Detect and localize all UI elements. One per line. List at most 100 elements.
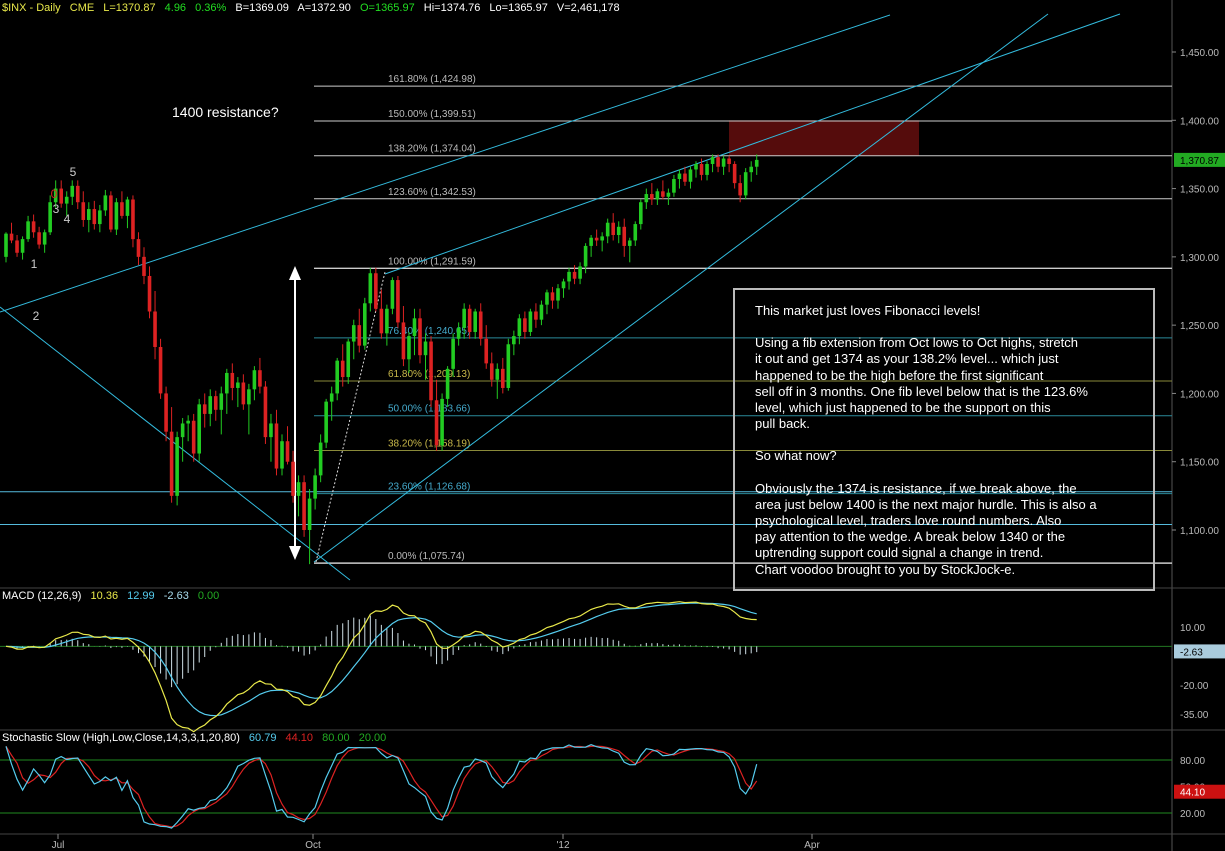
macd-last-marker xyxy=(1174,644,1225,659)
candle-body xyxy=(169,431,174,496)
candle-body xyxy=(385,308,389,334)
candle-body xyxy=(633,224,638,241)
fib-label: 76.40% (1,240.65) xyxy=(388,326,470,337)
candle-body xyxy=(456,327,461,339)
macd-y-tick-label: -35.00 xyxy=(1180,710,1209,721)
candle-body xyxy=(501,368,505,388)
candle-body xyxy=(754,159,759,167)
candle-body xyxy=(75,185,80,203)
candle-body xyxy=(307,498,312,530)
candle-body xyxy=(48,202,52,233)
candle-body xyxy=(523,318,527,332)
commentary-paragraph-1: This market just loves Fibonacci levels! xyxy=(755,303,981,318)
candle-body xyxy=(329,393,334,402)
candle-body xyxy=(313,475,317,499)
candle-body xyxy=(153,311,157,347)
candle-body xyxy=(269,423,273,438)
macd-y-tick-label: 10.00 xyxy=(1180,623,1205,634)
stoch-last-marker-label: 44.10 xyxy=(1180,788,1205,799)
candle-body xyxy=(539,304,544,320)
candle-body xyxy=(627,240,632,246)
candle-body xyxy=(578,266,582,279)
stoch-k-line xyxy=(5,744,758,829)
macd-y-tick-label: -20.00 xyxy=(1180,681,1209,692)
candle-body xyxy=(346,341,351,378)
candle-body xyxy=(136,239,141,257)
candle-body xyxy=(142,256,146,276)
exchange-label: CME xyxy=(69,2,95,14)
candle-body xyxy=(705,163,709,175)
candle-body xyxy=(489,363,494,380)
candle-body xyxy=(572,271,577,279)
fib-label: 123.60% (1,342.53) xyxy=(388,187,476,198)
fib-label: 38.20% (1,158.19) xyxy=(388,439,470,450)
candle-body xyxy=(318,442,323,476)
wave-label: 3 xyxy=(53,202,60,216)
volume-label: V=2,461,178 xyxy=(556,2,620,14)
wave-label: 4 xyxy=(64,212,71,226)
y-tick-label: 1,150.00 xyxy=(1180,458,1219,469)
fib-anchor-dashed-line xyxy=(315,271,386,563)
candle-body xyxy=(401,322,406,360)
macd-zero-value: 0.00 xyxy=(197,590,220,602)
candle-body xyxy=(407,336,411,360)
stoch-d-line xyxy=(5,745,758,828)
stoch-d-value: 44.10 xyxy=(285,732,314,744)
candle-body xyxy=(440,398,444,446)
resistance-zone xyxy=(729,120,919,156)
ask-label: A=1372.90 xyxy=(297,2,351,14)
candle-body xyxy=(716,157,720,167)
candle-body xyxy=(749,166,753,173)
wave-label: 5 xyxy=(70,165,77,179)
candle-body xyxy=(694,163,698,170)
candle-body xyxy=(661,191,665,197)
macd-signal-value: 12.99 xyxy=(127,590,155,602)
candle-body xyxy=(528,311,533,332)
candle-body xyxy=(605,222,610,237)
last-price-label: L=1370.87 xyxy=(103,2,156,14)
commentary-paragraph-2: Using a fib extension from Oct lows to O… xyxy=(755,335,1088,432)
candle-body xyxy=(20,239,25,253)
candle-body xyxy=(92,209,97,225)
candle-body xyxy=(374,273,378,309)
candle-body xyxy=(550,292,555,301)
open-label: O=1365.97 xyxy=(359,2,415,14)
x-tick-label: Oct xyxy=(305,840,321,851)
candle-body xyxy=(655,191,660,200)
wave-label: 0 xyxy=(51,187,58,201)
candle-body xyxy=(9,233,14,241)
candle-body xyxy=(59,188,63,204)
candle-body xyxy=(556,288,560,301)
x-tick-label: Jul xyxy=(52,840,65,851)
candle-body xyxy=(87,209,91,220)
macd-title: MACD (12,26,9) xyxy=(2,590,82,602)
trendline xyxy=(0,14,891,313)
y-tick-label: 1,450.00 xyxy=(1180,48,1219,59)
candle-body xyxy=(600,236,604,241)
candle-body xyxy=(732,163,737,184)
trendline xyxy=(0,306,351,581)
candle-body xyxy=(230,372,235,388)
fib-label: 61.80% (1,209.13) xyxy=(388,369,470,380)
candle-body xyxy=(81,202,86,220)
candle-body xyxy=(473,311,477,332)
low-label: Lo=1365.97 xyxy=(489,2,548,14)
y-tick-label: 1,250.00 xyxy=(1180,321,1219,332)
candle-body xyxy=(26,221,30,240)
macd-legend: MACD (12,26,9) 10.36 12.99 -2.63 0.00 xyxy=(2,590,225,602)
candle-body xyxy=(412,318,417,337)
candle-body xyxy=(70,185,75,197)
stoch-y-tick-label: 80.00 xyxy=(1180,756,1205,767)
candle-body xyxy=(363,303,367,346)
candle-body xyxy=(583,245,588,267)
last-price-marker xyxy=(1174,152,1225,167)
y-tick-label: 1,300.00 xyxy=(1180,253,1219,264)
candle-body xyxy=(324,401,328,443)
candle-body xyxy=(390,280,395,309)
candle-body xyxy=(721,158,726,167)
change-label: 4.96 xyxy=(164,2,187,14)
candle-body xyxy=(131,199,135,240)
candle-body xyxy=(743,172,748,196)
candle-body xyxy=(42,232,47,245)
